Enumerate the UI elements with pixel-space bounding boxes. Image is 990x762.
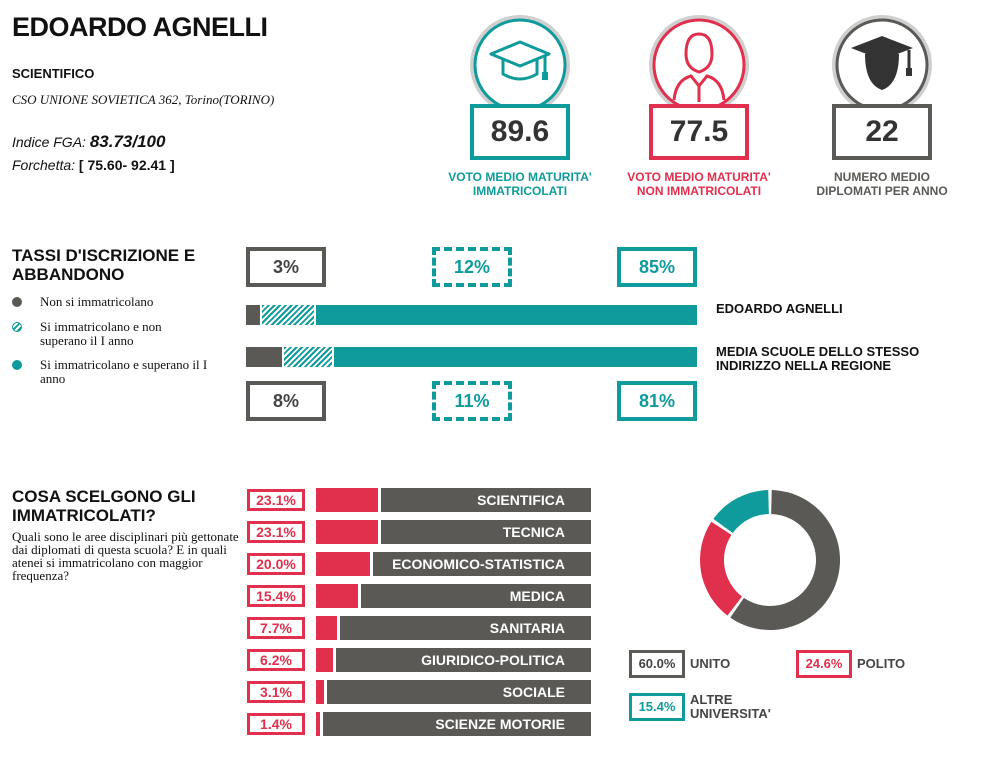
graduate-icon: [832, 15, 932, 115]
school-type: SCIENTIFICO: [12, 66, 95, 81]
stack-segment-not-enrolled: [246, 305, 260, 325]
uni-pct-polito: 24.6%: [796, 650, 852, 678]
choices-description: Quali sono le aree disciplinari più gett…: [12, 529, 239, 583]
area-pct-label: 23.1%: [247, 489, 305, 511]
uni-label-unito: UNITO: [690, 656, 731, 671]
region-pct-enrolled-fail: 11%: [432, 381, 512, 421]
area-pct-label: 20.0%: [247, 553, 305, 575]
donut-slice-altre-universita-: [713, 490, 769, 533]
fork-label: Forchetta:: [12, 157, 76, 173]
choices-title: COSA SCELGONO GLI IMMATRICOLATI?: [12, 487, 196, 525]
region-pct-not-enrolled: 8%: [246, 381, 326, 421]
uni-label-altre: ALTRE UNIVERSITA': [690, 692, 771, 721]
area-pct-label: 6.2%: [247, 649, 305, 671]
area-category-label: MEDICA: [360, 584, 591, 608]
kpi-value: 22: [832, 104, 932, 160]
area-pct-label: 7.7%: [247, 617, 305, 639]
bar-label-school: EDOARDO AGNELLI: [716, 301, 843, 316]
kpi-caption: VOTO MEDIO MATURITA' NON IMMATRICOLATI: [627, 170, 771, 198]
uni-pct-altre: 15.4%: [629, 693, 685, 721]
fga-value: 83.73/100: [89, 132, 166, 151]
fga-label: Indice FGA:: [12, 134, 86, 150]
school-address: CSO UNIONE SOVIETICA 362, Torino(TORINO): [12, 92, 275, 107]
fga-index: Indice FGA: 83.73/100: [12, 132, 165, 152]
area-bar: [316, 712, 320, 736]
kpi-caption: NUMERO MEDIO DIPLOMATI PER ANNO: [816, 170, 948, 198]
stack-segment-enrolled-fail: [261, 305, 314, 325]
area-category-label: ECONOMICO-STATISTICA: [373, 552, 591, 576]
legend-dot: [12, 322, 22, 332]
area-pct-label: 15.4%: [247, 585, 305, 607]
kpi-caption: VOTO MEDIO MATURITA' IMMATRICOLATI: [448, 170, 592, 198]
fork-range: Forchetta: [ 75.60- 92.41 ]: [12, 157, 175, 173]
stack-segment-enrolled-fail: [284, 347, 332, 367]
area-bar: [316, 648, 333, 672]
person-icon: [649, 15, 749, 115]
area-pct-label: 1.4%: [247, 713, 305, 735]
stack-segment-enrolled-pass: [315, 305, 697, 325]
fork-value: [ 75.60- 92.41 ]: [78, 157, 175, 173]
area-pct-label: 3.1%: [247, 681, 305, 703]
area-bar: [316, 680, 325, 704]
area-category-label: SCIENZE MOTORIE: [322, 712, 591, 736]
area-category-label: SANITARIA: [339, 616, 591, 640]
area-category-label: SOCIALE: [327, 680, 591, 704]
area-category-label: TECNICA: [381, 520, 591, 544]
universities-donut-chart: [700, 490, 840, 630]
area-category-label: GIURIDICO-POLITICA: [335, 648, 591, 672]
uni-pct-unito: 60.0%: [629, 650, 685, 678]
area-bar: [316, 520, 379, 544]
kpi-value: 77.5: [649, 104, 749, 160]
stack-segment-enrolled-pass: [333, 347, 697, 367]
school-pct-enrolled-pass: 85%: [617, 247, 697, 287]
donut-slice-unito: [730, 490, 840, 630]
area-category-label: SCIENTIFICA: [381, 488, 591, 512]
area-bar: [316, 488, 379, 512]
bar-label-region: MEDIA SCUOLE DELLO STESSO INDIRIZZO NELL…: [716, 344, 920, 373]
school-pct-not-enrolled: 3%: [246, 247, 326, 287]
school-name: EDOARDO AGNELLI: [12, 12, 268, 42]
uni-label-polito: POLITO: [857, 656, 906, 671]
donut-slice-polito: [700, 521, 743, 616]
graduation-cap-icon: [470, 15, 570, 115]
area-pct-label: 23.1%: [247, 521, 305, 543]
area-bar: [316, 584, 358, 608]
area-bar: [316, 616, 337, 640]
legend-dot: [12, 297, 22, 307]
kpi-value: 89.6: [470, 104, 570, 160]
region-pct-enrolled-pass: 81%: [617, 381, 697, 421]
stack-segment-not-enrolled: [246, 347, 283, 367]
school-pct-enrolled-fail: 12%: [432, 247, 512, 287]
enrollment-title: TASSI D'ISCRIZIONE E ABBANDONO: [12, 246, 196, 284]
legend-dot: [12, 360, 22, 370]
area-bar: [316, 552, 370, 576]
